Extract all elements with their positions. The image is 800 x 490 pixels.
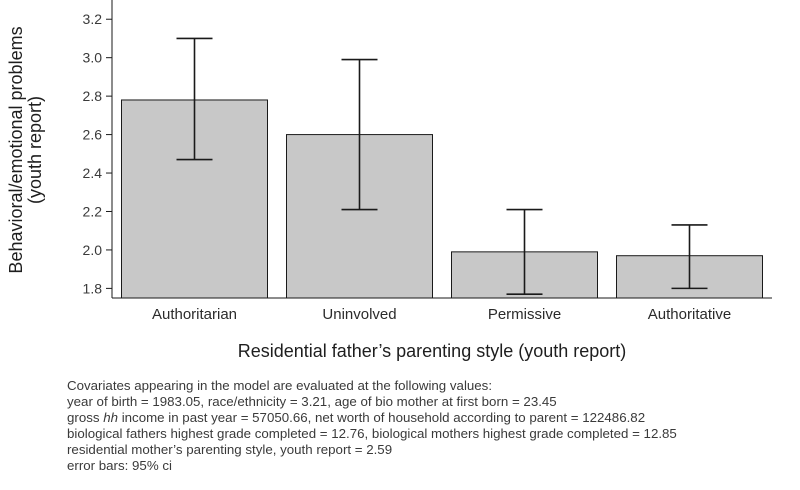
y-tick-label: 2.8 <box>83 88 103 104</box>
y-tick-label: 2.2 <box>83 203 103 219</box>
bars <box>121 99 763 299</box>
y-tick-label: 2.4 <box>83 165 103 181</box>
y-tick-label: 3.0 <box>83 50 103 66</box>
notes-line-4: biological fathers highest grade complet… <box>67 426 677 441</box>
notes-line-3-suffix: income in past year = 57050.66, net wort… <box>118 410 646 425</box>
y-tick-label: 2.0 <box>83 242 103 258</box>
y-axis-title-line1: Behavioral/emotional problems <box>6 26 26 273</box>
covariate-notes: Covariates appearing in the model are ev… <box>67 378 677 474</box>
notes-line-3: gross hh income in past year = 57050.66,… <box>67 410 677 426</box>
x-axis-title: Residential father’s parenting style (yo… <box>238 341 627 361</box>
y-axis-title-line2: (youth report) <box>25 96 45 204</box>
x-tick-labels: Authoritarian Uninvolved Permissive Authori… <box>152 306 731 323</box>
notes-line-3-italic: hh <box>103 410 119 425</box>
x-tick-label: Authoritarian <box>152 306 237 323</box>
y-ticks: 1.8 2.0 2.2 2.4 2.6 2.8 3.0 3.2 <box>83 11 112 296</box>
y-tick-label: 2.6 <box>83 127 103 143</box>
y-tick-label: 1.8 <box>83 280 103 296</box>
x-tick-label: Uninvolved <box>322 306 396 323</box>
notes-line-2: year of birth = 1983.05, race/ethnicity … <box>67 394 557 409</box>
x-tick-label: Authoritative <box>648 306 731 323</box>
notes-line-1: Covariates appearing in the model are ev… <box>67 378 493 393</box>
notes-line-3-prefix: gross <box>67 410 104 425</box>
error-bars <box>176 37 708 295</box>
bar-chart: 1.8 2.0 2.2 2.4 2.6 2.8 3.0 3.2 Authoritarian Un… <box>6 0 772 361</box>
notes-line-6: error bars: 95% ci <box>67 458 172 473</box>
y-tick-label: 3.2 <box>83 11 103 27</box>
notes-line-5: residential mother’s parenting style, yo… <box>67 442 393 457</box>
x-tick-label: Permissive <box>488 306 561 323</box>
